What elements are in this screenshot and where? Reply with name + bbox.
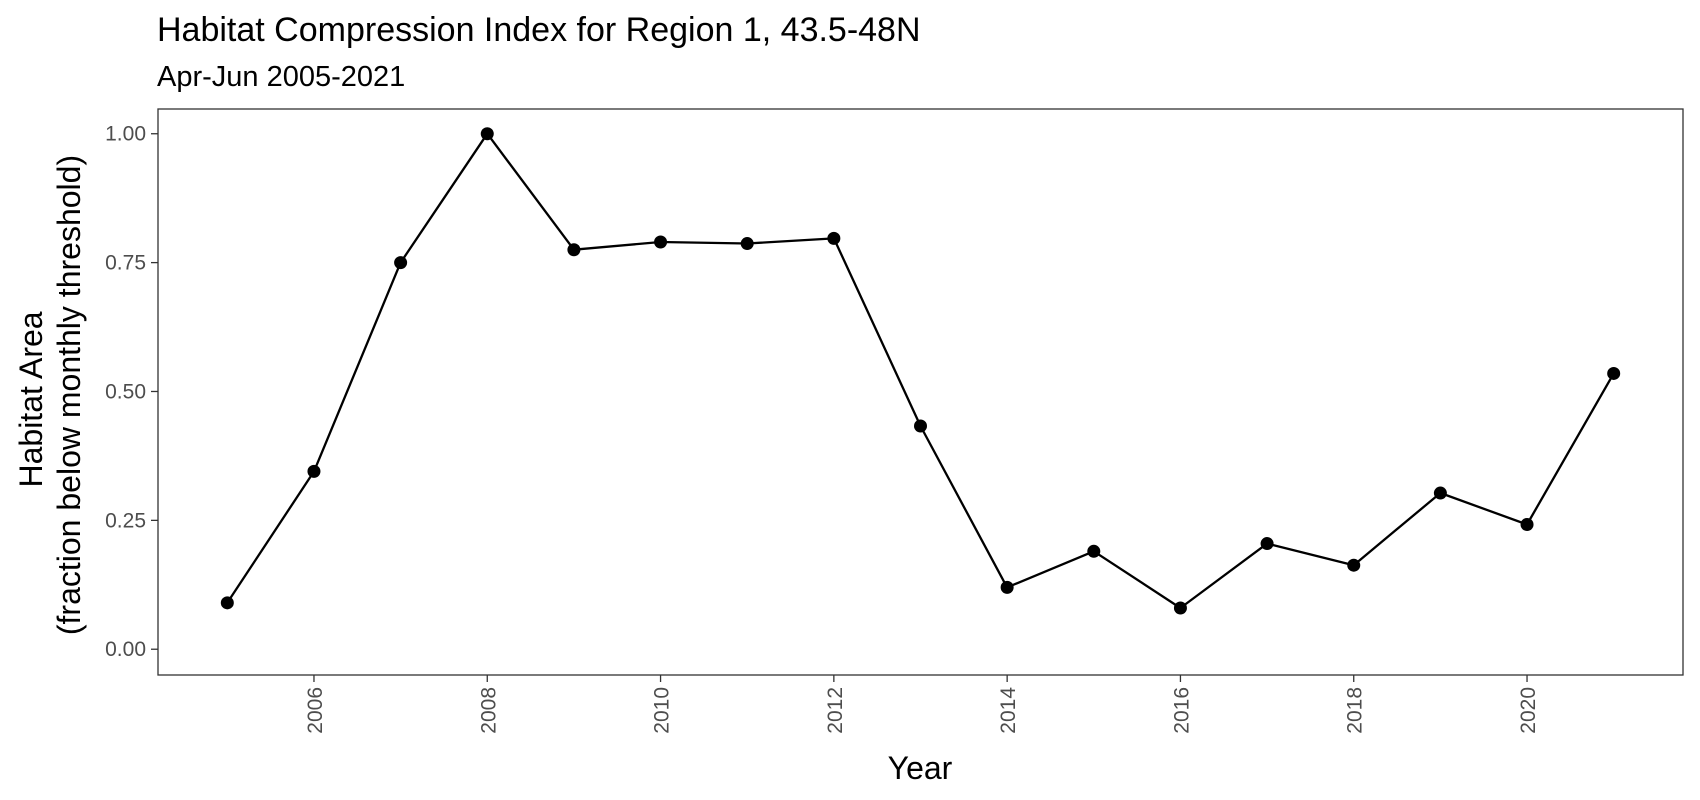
y-tick-label: 0.25: [105, 509, 146, 532]
data-point: [567, 243, 581, 257]
x-tick-label: 2018: [1344, 687, 1367, 734]
data-point: [1607, 366, 1621, 380]
y-tick-label: 0.50: [105, 380, 146, 403]
data-point: [914, 419, 927, 433]
y-tick-label: 1.00: [105, 123, 146, 146]
data-point: [1520, 517, 1534, 531]
data-point: [740, 237, 754, 251]
x-tick-label: 2012: [824, 687, 847, 734]
x-axis: 2006 2008 2010 2012 2014 2016 2018 2020: [304, 675, 1540, 734]
data-point: [1000, 580, 1014, 594]
x-tick-label: 2016: [1170, 687, 1193, 734]
chart-title: Habitat Compression Index for Region 1, …: [157, 11, 921, 49]
data-point: [1087, 544, 1101, 558]
panel-border: [157, 108, 1684, 676]
data-point: [307, 464, 321, 478]
data-point: [394, 256, 408, 270]
data-point: [827, 231, 841, 245]
x-tick-label: 2020: [1517, 687, 1540, 734]
data-point: [220, 596, 234, 610]
x-tick-label: 2008: [477, 687, 500, 734]
data-point: [1173, 601, 1187, 615]
x-tick-label: 2014: [997, 687, 1020, 734]
y-tick-label: 0.00: [105, 638, 146, 661]
y-tick-label: 0.75: [105, 252, 146, 275]
x-tick-label: 2006: [304, 687, 327, 734]
chart-subtitle: Apr-Jun 2005-2021: [157, 61, 405, 93]
y-axis-title-line1: Habitat Area: [13, 311, 49, 487]
series-plot: [220, 127, 1621, 615]
x-tick-label: 2010: [651, 687, 674, 734]
data-point: [1260, 537, 1274, 551]
data-point: [480, 127, 494, 141]
y-axis-title: Habitat Area (fraction below monthly thr…: [13, 155, 87, 635]
data-point: [1347, 558, 1361, 572]
x-axis-title: Year: [888, 750, 953, 786]
y-axis-title-line2: (fraction below monthly threshold): [51, 155, 87, 635]
data-point: [654, 235, 668, 249]
series-line: [226, 132, 1615, 610]
y-axis: 0.00 0.25 0.50 0.75 1.00: [105, 123, 158, 661]
data-point: [1433, 486, 1447, 500]
